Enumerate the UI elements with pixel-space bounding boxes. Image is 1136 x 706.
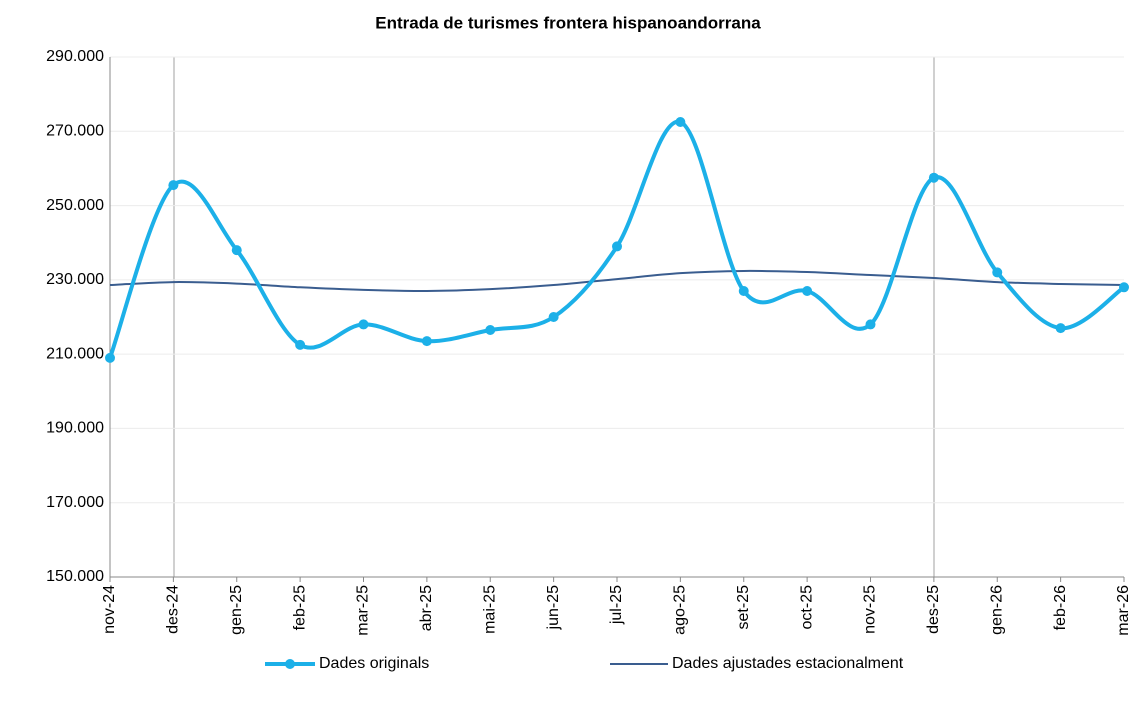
x-tick-label: mai-25 bbox=[481, 585, 498, 634]
legend-label: Dades originals bbox=[319, 655, 429, 672]
y-tick-label: 170.000 bbox=[46, 494, 104, 511]
point bbox=[358, 319, 369, 330]
x-tick-label: jun-25 bbox=[545, 585, 562, 631]
point bbox=[675, 117, 686, 127]
y-tick-label: 250.000 bbox=[46, 197, 104, 214]
x-tick-label: des-24 bbox=[165, 585, 182, 634]
x-tick-label: feb-25 bbox=[291, 585, 308, 630]
point bbox=[992, 267, 1003, 278]
y-tick-label: 290.000 bbox=[46, 48, 104, 65]
series-line bbox=[109, 269, 1125, 293]
point bbox=[168, 180, 179, 191]
x-tick-label: nov-25 bbox=[862, 585, 879, 634]
series-line bbox=[108, 119, 1126, 359]
y-tick-label: 190.000 bbox=[46, 420, 104, 437]
y-tick-label: 210.000 bbox=[46, 345, 104, 362]
x-tick-label: nov-24 bbox=[101, 585, 118, 634]
y-tick-label: 150.000 bbox=[46, 568, 104, 585]
x-tick-label: mar-26 bbox=[1115, 585, 1132, 636]
x-tick-label: gen-25 bbox=[228, 585, 245, 635]
point bbox=[231, 245, 242, 256]
point bbox=[738, 286, 749, 296]
chart-title: Entrada de turismes frontera hispanoando… bbox=[375, 13, 761, 32]
point bbox=[485, 325, 496, 335]
x-tick-label: mar-25 bbox=[355, 585, 372, 636]
x-tick-label: des-25 bbox=[925, 585, 942, 634]
x-tick-label: gen-26 bbox=[988, 585, 1005, 635]
point bbox=[1119, 282, 1129, 293]
x-tick-label: feb-26 bbox=[1052, 585, 1069, 630]
point bbox=[802, 286, 813, 296]
x-tick-label: set-25 bbox=[735, 585, 752, 630]
y-tick-label: 230.000 bbox=[46, 271, 104, 288]
legend-marker bbox=[285, 659, 295, 669]
point bbox=[295, 339, 306, 350]
x-tick-label: jul-25 bbox=[608, 585, 625, 625]
point bbox=[421, 336, 432, 347]
point bbox=[612, 241, 622, 252]
legend-label: Dades ajustades estacionalment bbox=[672, 655, 904, 672]
point bbox=[1055, 323, 1066, 334]
x-tick-label: ago-25 bbox=[672, 585, 689, 635]
point bbox=[105, 352, 115, 363]
point bbox=[865, 319, 876, 330]
x-tick-label: abr-25 bbox=[418, 585, 435, 631]
point bbox=[548, 312, 559, 322]
y-tick-label: 270.000 bbox=[46, 123, 104, 140]
x-tick-label: oct-25 bbox=[798, 585, 815, 630]
point bbox=[928, 172, 939, 183]
